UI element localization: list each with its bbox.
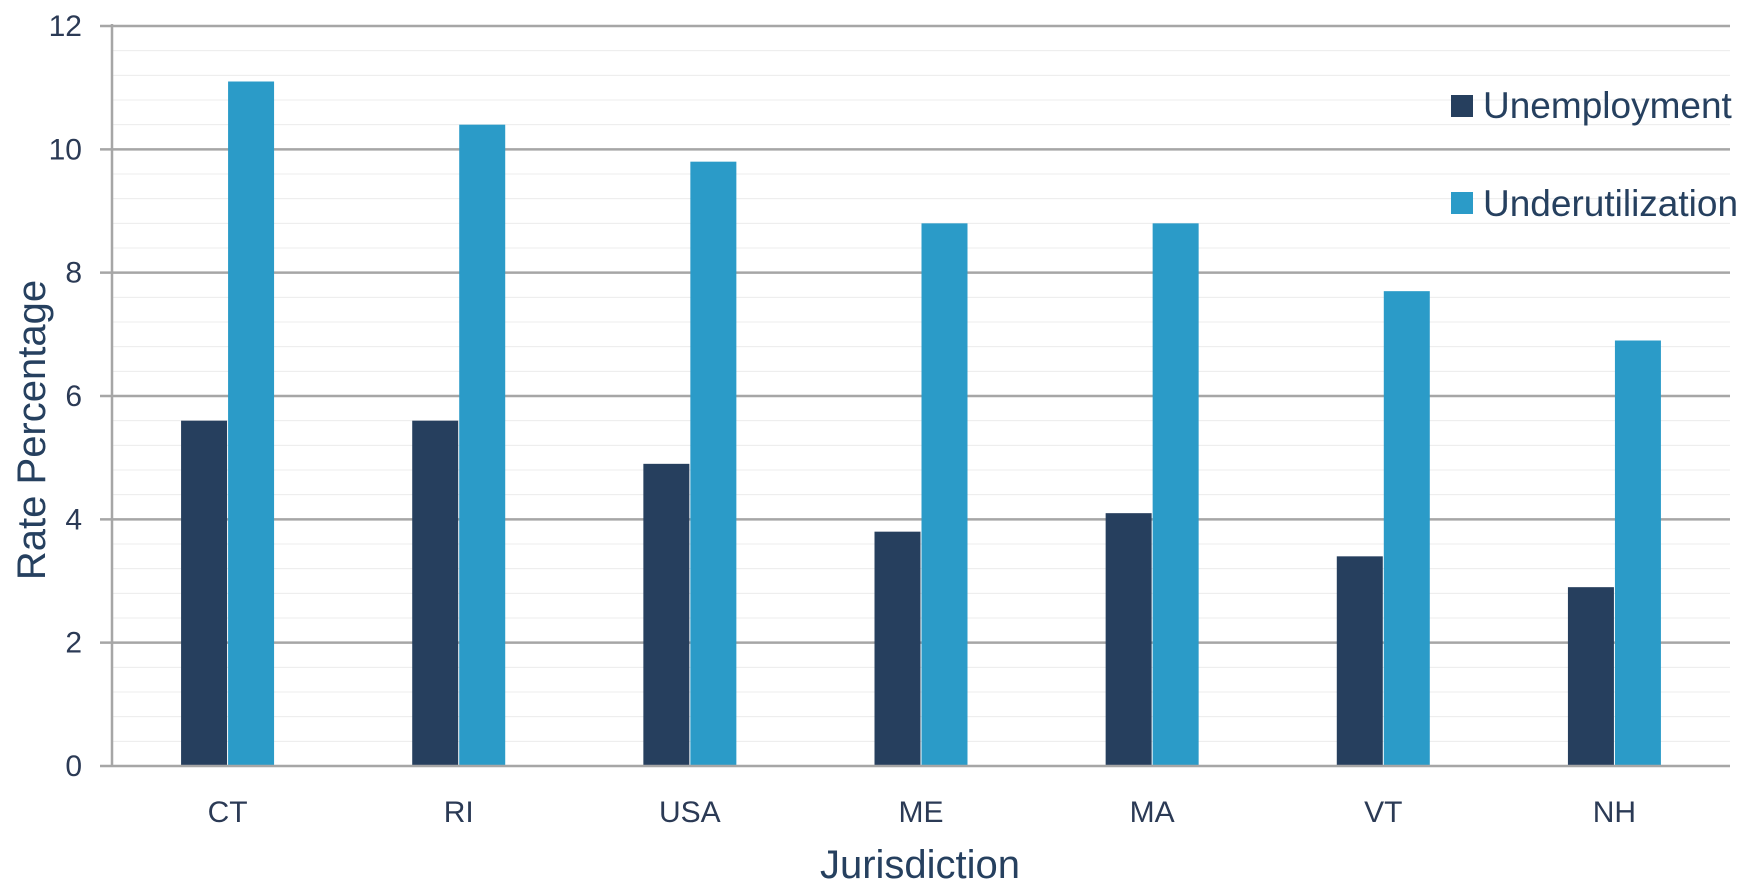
x-tick-label: VT xyxy=(1364,796,1402,829)
x-tick-label: ME xyxy=(899,796,944,829)
y-tick-label: 6 xyxy=(65,380,82,413)
y-axis-title: Rate Percentage xyxy=(10,280,54,580)
bar-unemployment-nh xyxy=(1567,587,1614,766)
legend-swatch-unemployment xyxy=(1451,95,1473,117)
x-tick-labels: CT RI USA ME MA VT NH xyxy=(208,796,1637,829)
axes xyxy=(100,24,1730,768)
bar-unemployment-ma xyxy=(1105,513,1152,766)
bars xyxy=(181,81,1661,767)
bar-underutilization-vt xyxy=(1383,291,1430,766)
y-tick-label: 0 xyxy=(65,750,82,783)
bar-underutilization-ct xyxy=(228,81,275,766)
bar-unemployment-vt xyxy=(1336,556,1383,766)
y-tick-label: 4 xyxy=(65,503,82,536)
y-tick-label: 12 xyxy=(49,10,82,43)
bar-unemployment-ri xyxy=(412,420,459,766)
legend-label-unemployment: Unemployment xyxy=(1483,85,1733,126)
legend: Unemployment Underutilization xyxy=(1451,85,1738,224)
x-tick-label: USA xyxy=(659,796,721,829)
bar-underutilization-nh xyxy=(1614,340,1661,766)
x-tick-label: RI xyxy=(444,796,474,829)
x-tick-label: MA xyxy=(1130,796,1175,829)
bar-underutilization-ri xyxy=(459,124,506,766)
legend-label-underutilization: Underutilization xyxy=(1483,183,1738,224)
x-tick-label: CT xyxy=(208,796,248,829)
x-tick-label: NH xyxy=(1593,796,1636,829)
y-tick-label: 8 xyxy=(65,257,82,290)
y-tick-labels: 0 2 4 6 8 10 12 xyxy=(49,10,82,783)
y-tick-label: 10 xyxy=(49,133,82,166)
bar-unemployment-me xyxy=(874,531,921,766)
y-tick-label: 2 xyxy=(65,627,82,660)
bar-underutilization-ma xyxy=(1152,223,1199,767)
legend-swatch-underutilization xyxy=(1451,192,1473,214)
x-axis-title: Jurisdiction xyxy=(820,843,1020,885)
bar-unemployment-usa xyxy=(643,463,690,766)
bar-underutilization-me xyxy=(921,223,968,767)
bar-underutilization-usa xyxy=(690,161,737,766)
bar-unemployment-ct xyxy=(181,420,228,766)
